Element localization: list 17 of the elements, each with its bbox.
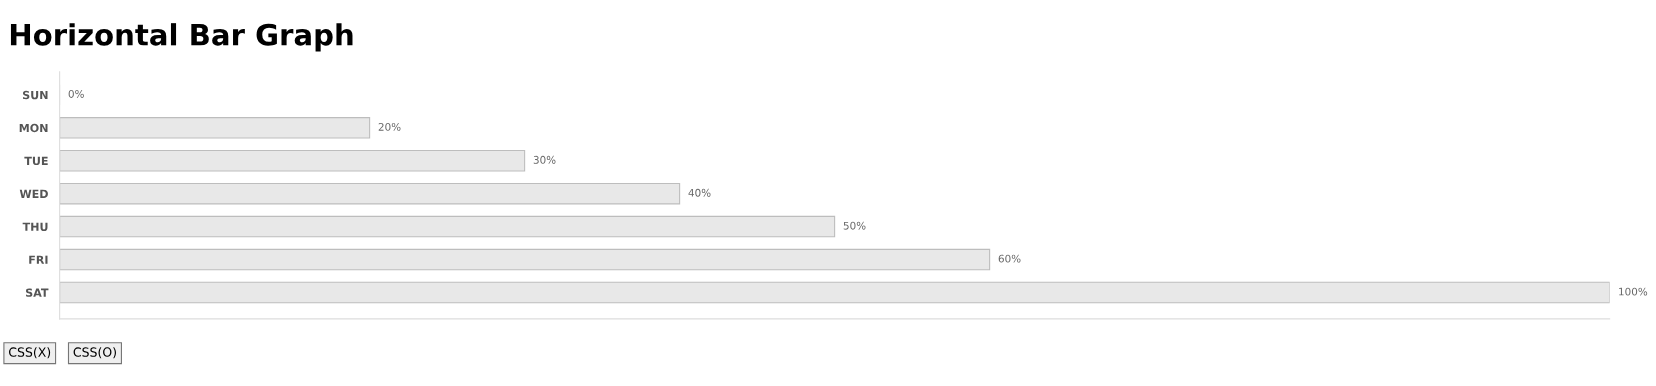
text: CSS(O) <box>73 347 116 359</box>
y-tick-label: TUE <box>24 156 48 166</box>
text: CSS(X) <box>8 347 51 359</box>
y-tick-label: SUN <box>22 90 48 100</box>
data-label: 30% <box>533 155 556 164</box>
y-tick-label: WED <box>19 189 48 198</box>
y-tick-label: SAT <box>25 288 49 297</box>
data-label: 100% <box>1619 287 1648 296</box>
y-tick-label: THU <box>22 222 48 231</box>
data-label: 40% <box>688 188 711 197</box>
chart-title: Horizontal Bar Graph <box>10 23 353 52</box>
data-label: 50% <box>843 221 866 230</box>
data-label: 0% <box>68 90 84 98</box>
y-tick-label: MON <box>19 123 48 133</box>
y-tick-label: FRI <box>29 255 48 264</box>
data-label: 60% <box>998 254 1021 263</box>
data-label: 20% <box>378 122 401 131</box>
